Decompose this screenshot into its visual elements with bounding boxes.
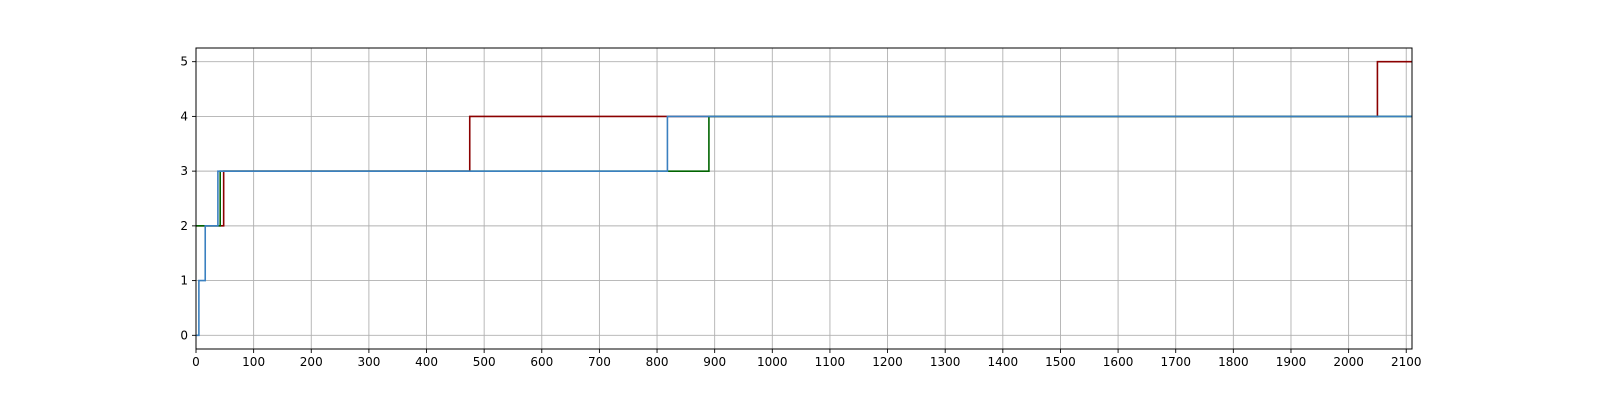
- x-tick-label: 1800: [1218, 355, 1249, 369]
- x-tick-label: 100: [242, 355, 265, 369]
- x-tick-label: 1500: [1045, 355, 1076, 369]
- x-tick-label: 800: [646, 355, 669, 369]
- x-axis: 0 100 200 300 400 500 600 700 800 900 1000 1100 1200…: [192, 349, 1422, 369]
- x-tick-label: 2000: [1333, 355, 1364, 369]
- y-tick-label: 5: [180, 55, 188, 69]
- y-tick-label: 1: [180, 274, 188, 288]
- x-tick-label: 1200: [872, 355, 903, 369]
- x-tick-label: 200: [300, 355, 323, 369]
- grid: [195, 48, 1412, 349]
- y-tick-label: 2: [180, 219, 188, 233]
- x-tick-label: 1000: [757, 355, 788, 369]
- series-layer: [196, 60, 1412, 337]
- x-tick-label: 600: [530, 355, 553, 369]
- y-tick-label: 4: [180, 109, 188, 123]
- x-tick-label: 1700: [1160, 355, 1191, 369]
- x-tick-label: 2100: [1391, 355, 1422, 369]
- y-axis: 0 1 2 3 4 5: [180, 55, 196, 342]
- x-tick-label: 0: [192, 355, 200, 369]
- x-tick-label: 1600: [1103, 355, 1134, 369]
- y-tick-label: 3: [180, 164, 188, 178]
- y-tick-label: 0: [180, 328, 188, 342]
- x-tick-label: 1100: [815, 355, 846, 369]
- series-line-3: [196, 115, 1412, 337]
- x-tick-label: 1400: [988, 355, 1019, 369]
- x-tick-label: 300: [357, 355, 380, 369]
- x-tick-label: 1900: [1276, 355, 1307, 369]
- x-tick-label: 1300: [930, 355, 961, 369]
- x-tick-label: 500: [473, 355, 496, 369]
- series-line-1: [196, 60, 1412, 227]
- axes-frame: [195, 47, 1413, 350]
- x-tick-label: 400: [415, 355, 438, 369]
- x-tick-label: 900: [703, 355, 726, 369]
- x-tick-label: 700: [588, 355, 611, 369]
